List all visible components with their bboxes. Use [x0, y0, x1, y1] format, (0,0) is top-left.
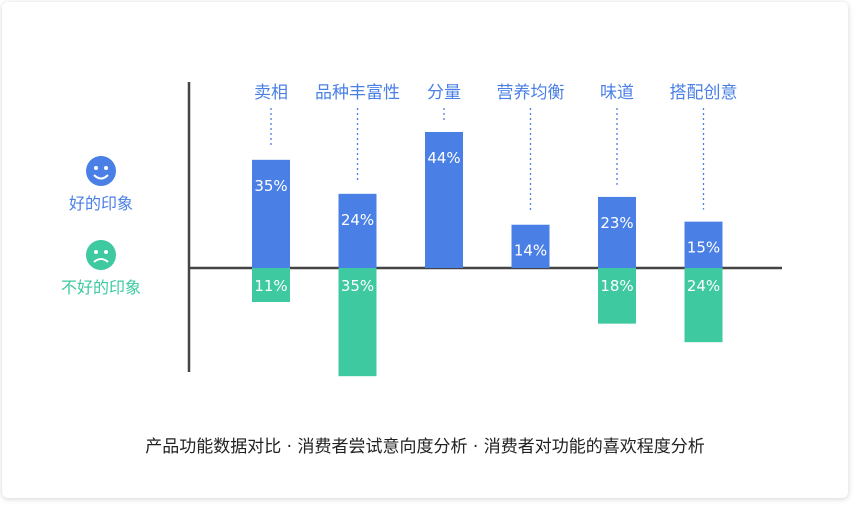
bar-positive — [598, 196, 636, 268]
bar-negative — [598, 268, 636, 324]
bar-negative — [684, 268, 723, 343]
bar-positive-label: 24% — [341, 211, 374, 229]
happy-face-icon — [86, 156, 116, 186]
bar-positive — [338, 193, 377, 268]
legend-negative-label: 不好的印象 — [61, 278, 141, 297]
category-label: 卖相 — [254, 83, 288, 103]
sad-face-icon — [86, 240, 116, 270]
bar-negative — [252, 268, 290, 302]
bar-positive-label: 15% — [687, 239, 720, 257]
category-label: 营养均衡 — [497, 83, 565, 103]
category-label: 品种丰富性 — [315, 83, 400, 103]
bar-positive — [511, 224, 550, 268]
bar-negative — [338, 268, 377, 377]
category-label: 分量 — [427, 83, 461, 103]
legend-positive-label: 好的印象 — [69, 194, 133, 213]
category-label: 搭配创意 — [670, 83, 738, 103]
legend: 好的印象 不好的印象 — [61, 156, 141, 297]
bar-negative-label: 11% — [254, 277, 287, 295]
bar-negative-label: 35% — [341, 277, 374, 295]
bar-positive — [684, 221, 723, 268]
bar-positive-label: 14% — [514, 242, 547, 260]
bar-positive-label: 44% — [427, 149, 460, 167]
category-label: 味道 — [600, 83, 634, 103]
bar-positive — [252, 159, 290, 268]
chart-caption: 产品功能数据对比 · 消费者尝试意向度分析 · 消费者对功能的喜欢程度分析 — [145, 437, 704, 457]
bar-positive-label: 35% — [254, 177, 287, 195]
bar-negative-label: 24% — [687, 277, 720, 295]
chart-marks: 卖相 35% 11% 品种丰富性 24% 35% 分量 44% 营养均衡 14% 味道 23% 18% 搭… — [252, 83, 738, 377]
bar-positive — [425, 132, 463, 268]
bar-negative-label: 18% — [600, 277, 633, 295]
bar-positive-label: 23% — [600, 214, 633, 232]
